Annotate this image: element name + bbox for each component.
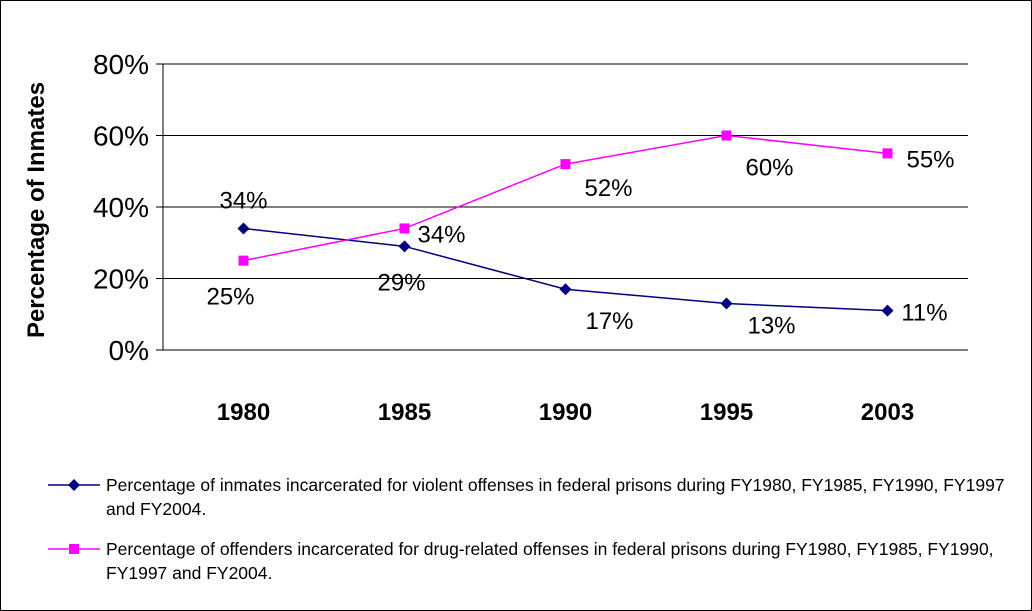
x-tick-label: 2003 — [861, 399, 914, 426]
data-point — [237, 222, 250, 235]
data-point — [720, 297, 733, 310]
y-tick-label: 0% — [109, 335, 149, 366]
data-point — [721, 130, 732, 141]
data-label: 52% — [584, 175, 632, 202]
gridlines — [163, 63, 968, 279]
y-tick-labels: 0% 20% 40% 60% 80% — [93, 49, 149, 366]
legend-swatch-violent — [48, 479, 100, 491]
data-label: 25% — [206, 284, 254, 311]
x-tick-labels: 1980 1985 1990 1995 2003 — [217, 399, 914, 426]
data-label: 13% — [747, 313, 795, 340]
x-tick-label: 1980 — [217, 399, 270, 426]
y-tick-label: 40% — [93, 192, 149, 223]
data-point — [398, 240, 411, 253]
data-point — [560, 159, 571, 170]
data-label: 29% — [377, 269, 425, 296]
data-label: 34% — [417, 221, 465, 248]
legend-label-drug: Percentage of offenders incarcerated for… — [106, 539, 994, 583]
data-label: 60% — [745, 155, 793, 182]
data-labels: 34% 29% 17% 13% 11% 25% 34% 52% 60% 55% — [206, 146, 954, 339]
legend-swatch-drug — [48, 544, 100, 554]
legend-label-violent: Percentage of inmates incarcerated for v… — [106, 475, 1005, 519]
y-tick-label: 80% — [93, 49, 149, 80]
data-point — [881, 304, 894, 317]
y-axis-label: Percentage of Inmates — [23, 82, 50, 338]
data-point — [238, 255, 249, 266]
data-label: 55% — [906, 146, 954, 173]
data-label: 11% — [901, 300, 947, 327]
x-tick-label: 1985 — [378, 399, 431, 426]
data-point — [559, 283, 572, 296]
data-point — [399, 223, 410, 234]
x-tick-label: 1995 — [700, 399, 753, 426]
data-label: 17% — [585, 308, 633, 335]
y-tick-label: 60% — [93, 121, 149, 152]
y-tick-label: 20% — [93, 264, 149, 295]
series-markers — [237, 130, 894, 317]
axes — [156, 63, 968, 351]
x-tick-label: 1990 — [539, 399, 592, 426]
data-label: 34% — [219, 187, 267, 214]
data-point — [882, 148, 893, 159]
